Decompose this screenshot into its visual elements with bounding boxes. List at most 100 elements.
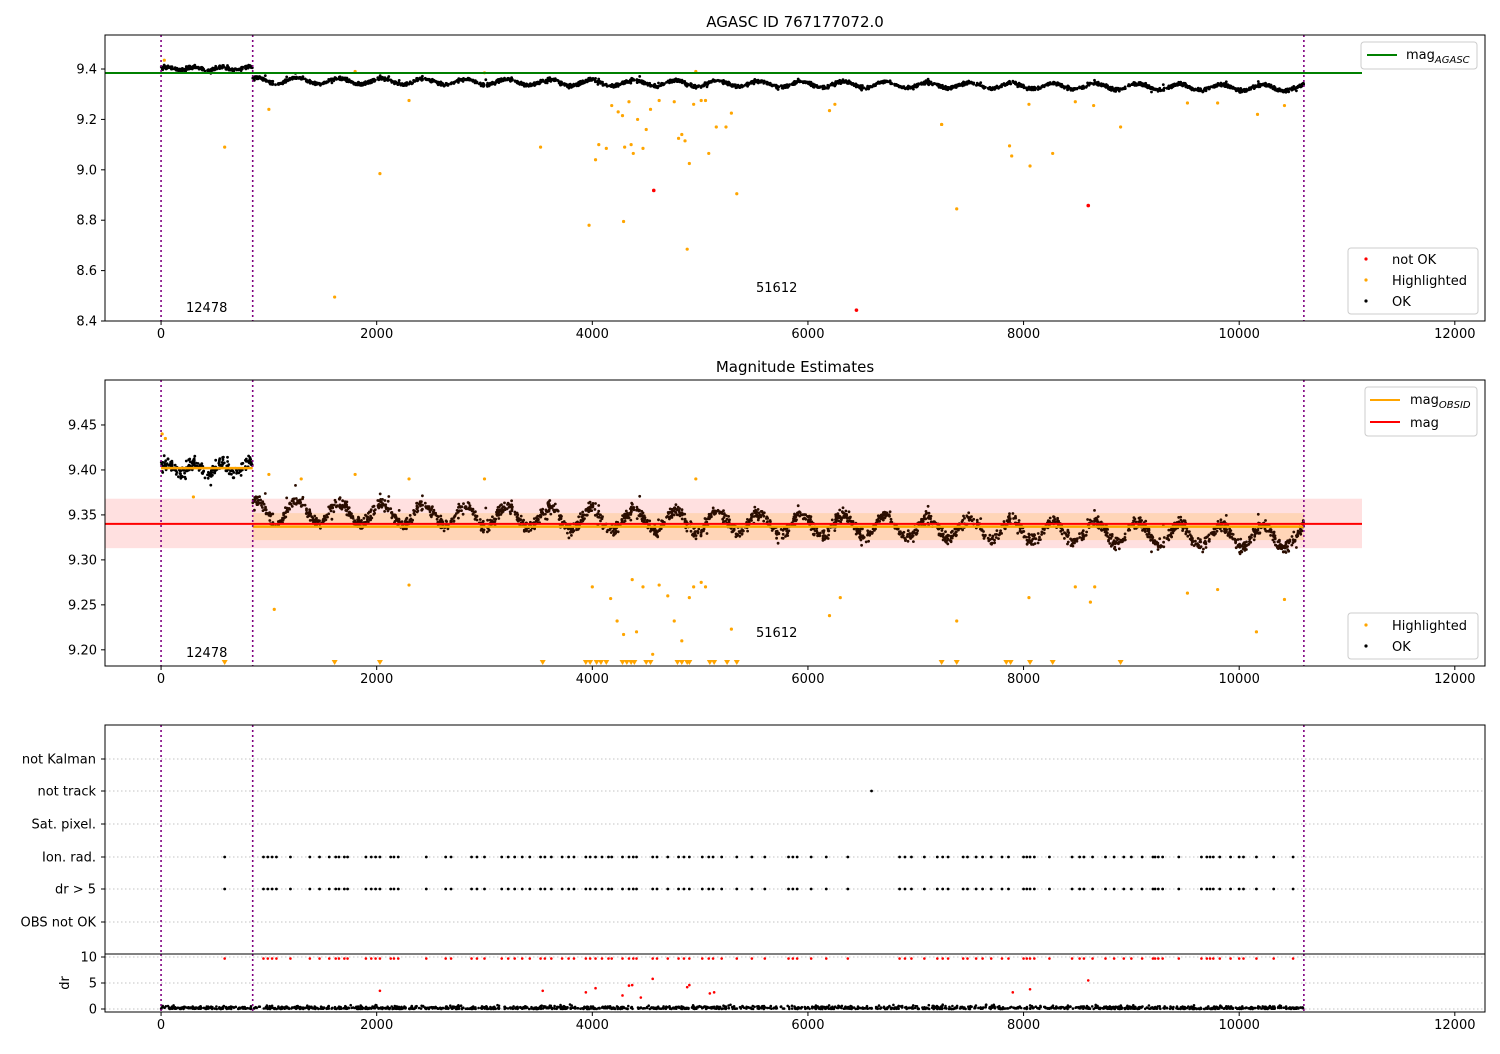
ok-point [457,80,460,83]
ok-point [301,78,304,81]
ok-point [1065,534,1068,537]
ok-point [762,520,765,523]
ok-point [1257,80,1260,83]
ok-point [384,499,387,502]
highlighted-point [692,103,695,106]
ok-point [1143,84,1146,87]
ok-point [1225,514,1228,517]
ok-point [1213,84,1216,87]
ok-point [606,530,609,533]
ok-point [582,519,585,522]
ok-point [1166,87,1169,90]
ok-point [903,531,906,534]
ok-point [1178,83,1181,86]
ok-point [1076,87,1079,90]
highlighted-point [1186,101,1189,104]
ok-point [740,85,743,88]
ok-point [732,530,735,533]
highlighted-point [378,172,381,175]
ok-point [431,505,434,508]
ok-point [570,534,573,537]
ok-point [284,78,287,81]
ok-point [632,508,635,511]
ok-point [334,77,337,80]
ok-point [209,484,212,487]
ok-point [927,505,930,508]
highlighted-point [223,146,226,149]
ok-point [650,84,653,87]
ok-point [1059,85,1062,88]
ok-point [503,502,506,505]
ok-point [783,84,786,87]
ok-point [1127,529,1130,532]
not-ok-point [652,189,656,193]
highlighted-point [407,99,410,102]
highlighted-point [649,108,652,111]
ok-point [527,530,530,533]
ok-point [405,83,408,86]
ok-point [313,519,316,522]
ok-point [1088,83,1091,86]
ok-point [535,520,538,523]
ok-point [517,81,520,84]
ok-point [479,518,482,521]
ok-point [1063,531,1066,534]
ok-point [454,80,457,83]
ok-point [1110,89,1113,92]
ok-point [1217,520,1220,523]
ok-point [360,82,363,85]
ok-point [750,80,753,83]
ok-point [750,513,753,516]
ok-point [222,456,225,459]
highlighted-point [1216,101,1219,104]
ok-point [1026,542,1029,545]
ok-point [1052,82,1055,85]
ok-point [1113,546,1116,549]
ok-point [748,520,751,523]
ok-point [1008,512,1011,515]
ok-point [1073,539,1076,542]
ok-point [860,544,863,547]
ok-point [657,518,660,521]
ok-point [1187,531,1190,534]
ok-point [1158,537,1161,540]
ok-point [629,80,632,83]
ok-point [775,87,778,90]
ok-point [378,499,381,502]
ok-point [493,520,496,523]
ok-point [530,84,533,87]
ok-point [922,518,925,521]
ok-point [164,459,167,462]
ok-point [1229,529,1232,532]
ok-point [1093,509,1096,512]
ok-point [1252,529,1255,532]
ok-point [1162,83,1165,86]
ok-point [428,78,431,81]
ok-point [1145,86,1148,89]
ok-point [1110,545,1113,548]
ok-point [1186,535,1189,538]
ok-point [992,535,995,538]
ok-point [700,531,703,534]
highlighted-point [730,112,733,115]
ok-point [1229,85,1232,88]
ok-point [541,508,544,511]
ok-point [587,502,590,505]
ok-point [1018,519,1021,522]
ok-point [474,79,477,82]
ok-point [715,79,718,82]
ok-point [1012,512,1015,515]
ok-point [501,79,504,82]
ok-point [831,84,834,87]
ok-point [552,79,555,82]
ok-point [575,83,578,86]
ok-point [766,82,769,85]
ok-point [877,514,880,517]
ok-point [411,519,414,522]
ok-point [942,539,945,542]
ok-point [605,83,608,86]
ok-point [1181,85,1184,88]
ok-point [1163,87,1166,90]
ok-point [804,80,807,83]
ok-point [266,80,269,83]
